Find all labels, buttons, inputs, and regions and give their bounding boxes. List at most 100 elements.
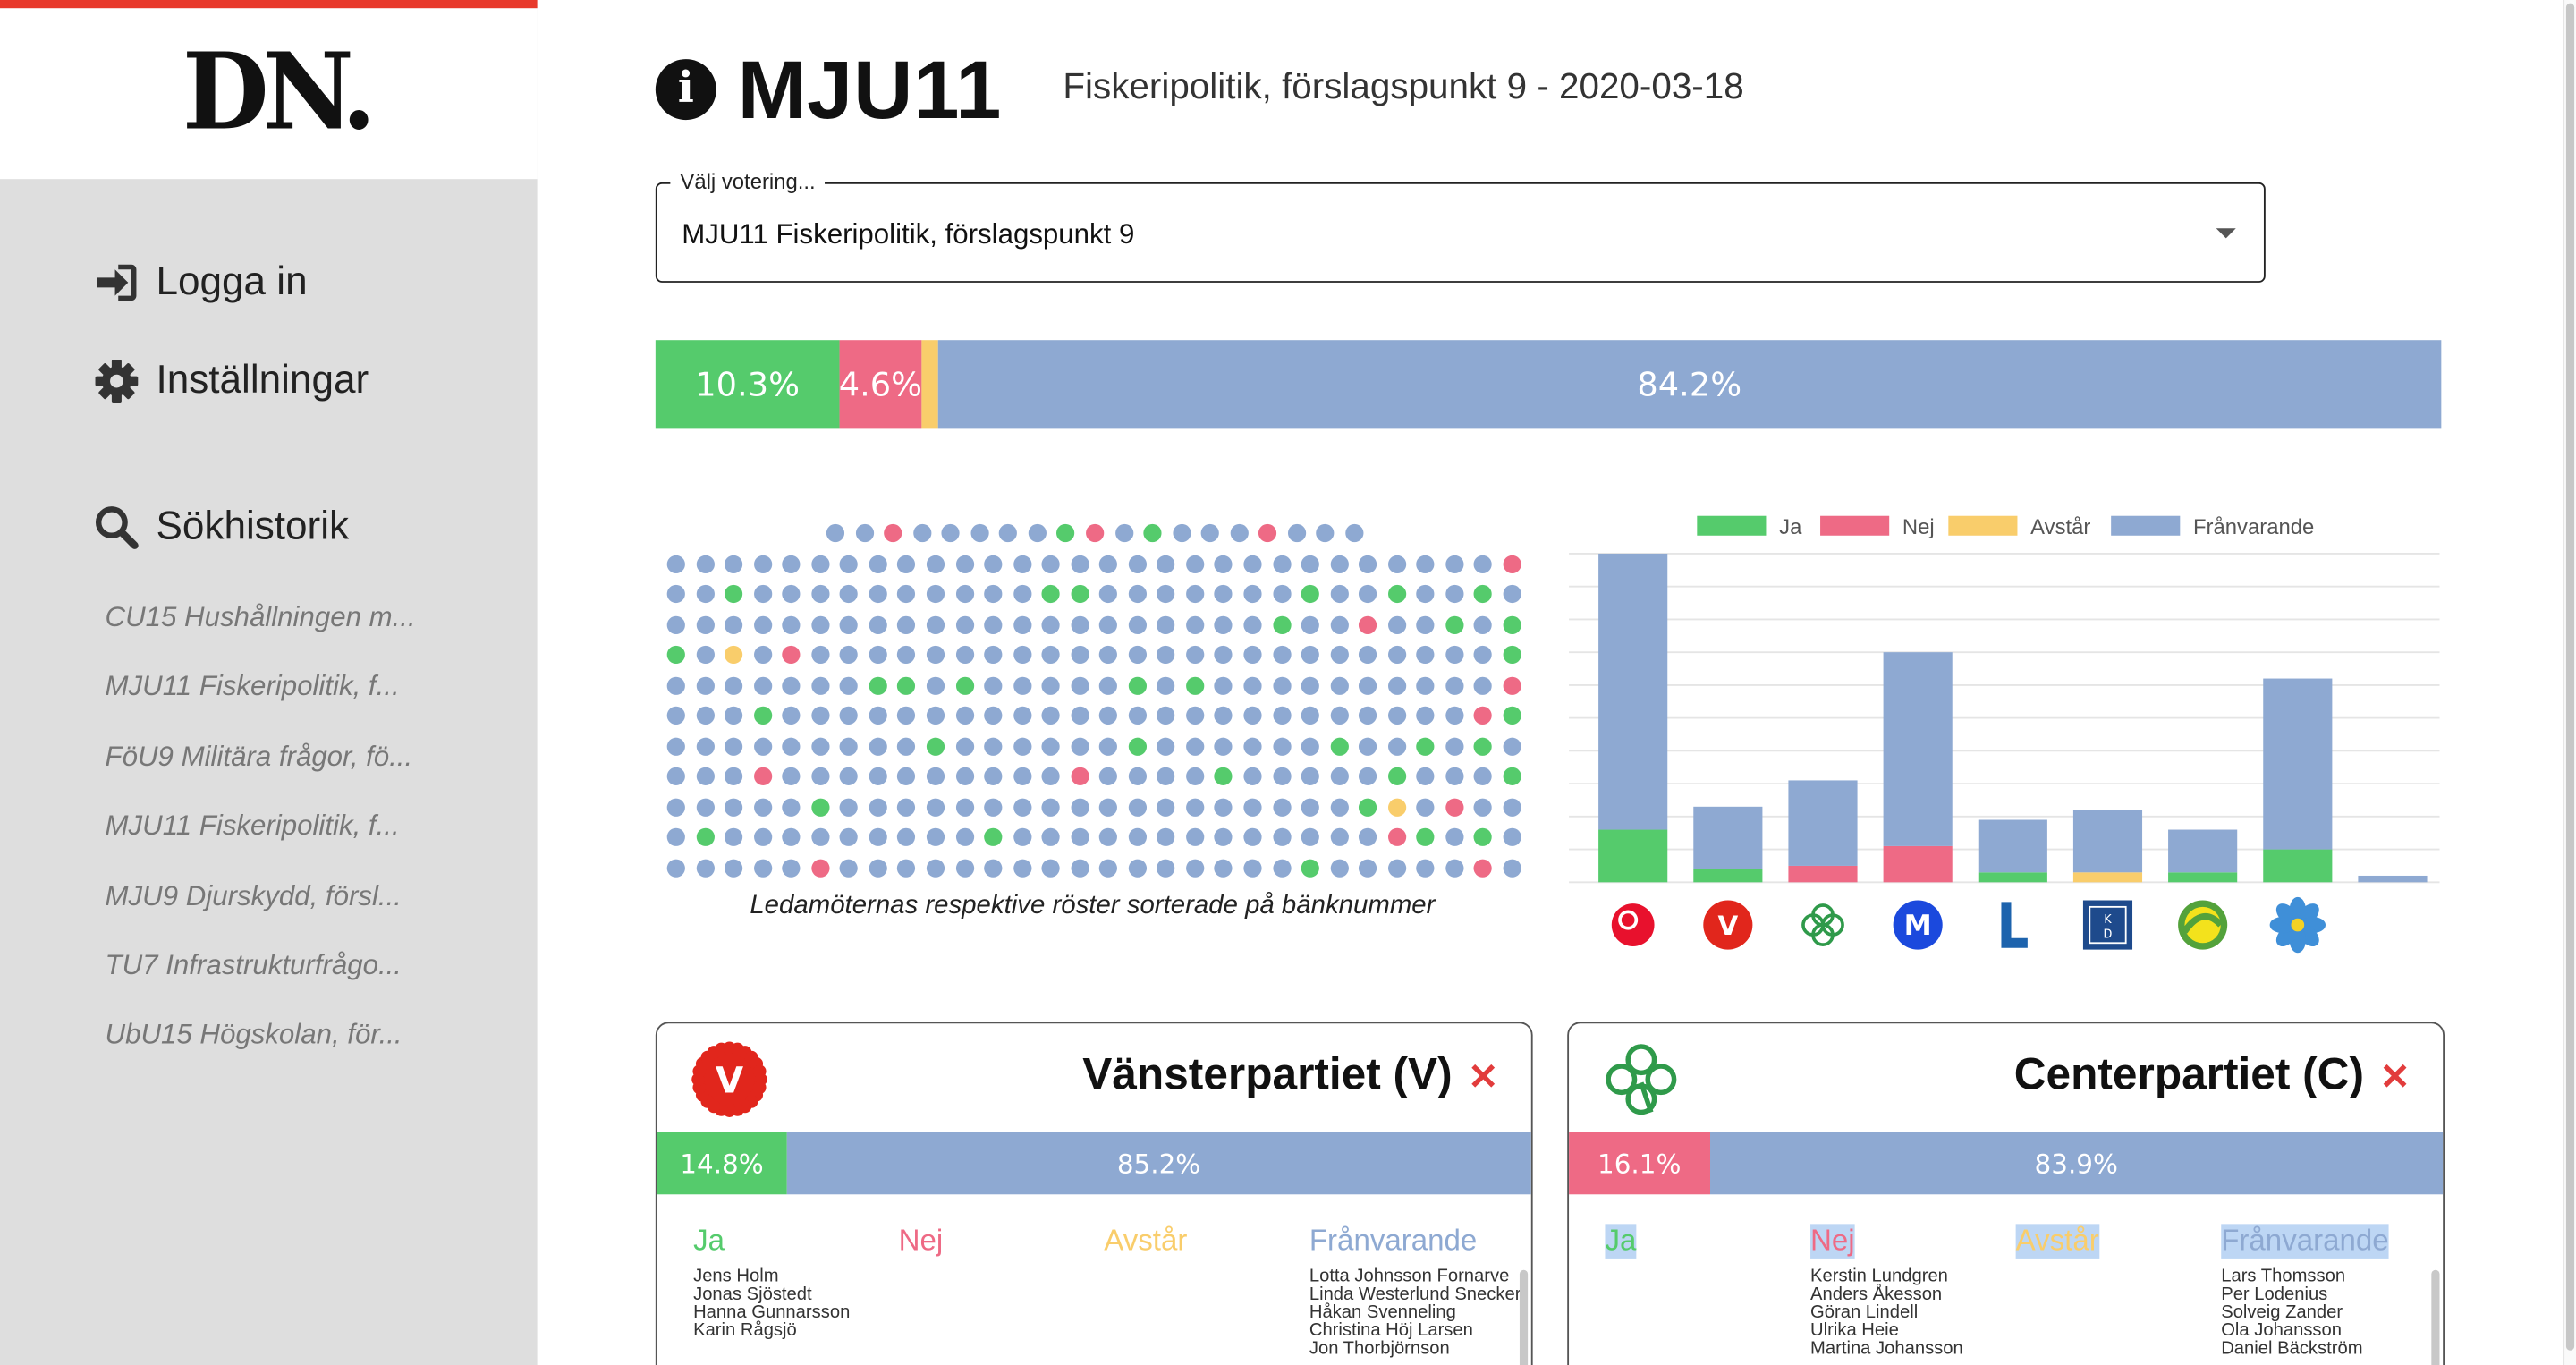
seat-dot[interactable] [1287, 523, 1306, 543]
seat-dot[interactable] [1041, 675, 1060, 695]
seat-dot[interactable] [1099, 645, 1118, 665]
seat-dot[interactable] [1445, 675, 1464, 695]
seat-dot[interactable] [724, 858, 743, 877]
seat-dot[interactable] [1185, 554, 1205, 573]
seat-dot[interactable] [1272, 767, 1291, 785]
chart-bar-segment[interactable] [2168, 829, 2238, 873]
seat-dot[interactable] [1503, 858, 1521, 877]
seat-dot[interactable] [1416, 675, 1435, 695]
chart-bar-segment[interactable] [1598, 829, 1668, 883]
seat-dot[interactable] [1185, 675, 1205, 695]
seat-dot[interactable] [724, 736, 743, 755]
seat-dot[interactable] [1387, 675, 1406, 695]
seat-dot[interactable] [840, 645, 859, 665]
seat-dot[interactable] [1041, 645, 1060, 665]
seat-dot[interactable] [810, 675, 830, 695]
seat-dot[interactable] [1503, 554, 1521, 573]
seat-dot[interactable] [1359, 827, 1377, 846]
seat-dot[interactable] [926, 858, 945, 877]
seat-dot[interactable] [1387, 615, 1406, 634]
seat-dot[interactable] [955, 615, 974, 634]
seat-dot[interactable] [1099, 736, 1118, 755]
seat-dot[interactable] [1070, 675, 1089, 695]
seat-dot[interactable] [695, 767, 715, 785]
seat-dot[interactable] [1387, 797, 1406, 816]
seat-dot[interactable] [955, 645, 974, 665]
seat-dot[interactable] [984, 706, 1003, 725]
seat-dot[interactable] [1445, 827, 1464, 846]
seat-dot[interactable] [1215, 767, 1233, 785]
seat-dot[interactable] [753, 767, 772, 785]
v-party-logo[interactable]: V [1703, 900, 1753, 950]
seat-dot[interactable] [840, 615, 859, 634]
seat-dot[interactable] [955, 797, 974, 816]
seat-dot[interactable] [1503, 706, 1521, 725]
seat-dot[interactable] [1301, 554, 1320, 573]
seat-dot[interactable] [1474, 675, 1493, 695]
seat-dot[interactable] [1272, 645, 1291, 665]
seat-dot[interactable] [1099, 554, 1118, 573]
dn-logo[interactable]: DN. [182, 30, 377, 155]
seat-dot[interactable] [1243, 858, 1262, 877]
c-party-logo[interactable] [1801, 903, 1844, 946]
seat-dot[interactable] [1301, 827, 1320, 846]
seat-dot[interactable] [840, 706, 859, 725]
seat-dot[interactable] [869, 645, 887, 665]
seat-dot[interactable] [1215, 645, 1233, 665]
history-item[interactable]: MJU11 Fiskeripolitik, f... [105, 670, 400, 702]
seat-dot[interactable] [753, 615, 772, 634]
seat-dot[interactable] [1330, 675, 1349, 695]
seat-dot[interactable] [695, 797, 715, 816]
seat-dot[interactable] [782, 554, 801, 573]
seat-dot[interactable] [1215, 736, 1233, 755]
seat-dot[interactable] [1099, 706, 1118, 725]
seat-dot[interactable] [912, 523, 931, 543]
seat-dot[interactable] [897, 736, 916, 755]
seat-dot[interactable] [1330, 554, 1349, 573]
seat-dot[interactable] [926, 584, 945, 604]
seat-dot[interactable] [1387, 767, 1406, 785]
chart-bar-segment[interactable] [1788, 780, 1858, 866]
seat-dot[interactable] [1099, 827, 1118, 846]
seat-dot[interactable] [926, 645, 945, 665]
seat-dot[interactable] [1041, 858, 1060, 877]
seat-dot[interactable] [1272, 827, 1291, 846]
legend-swatch[interactable] [1948, 515, 2018, 536]
seat-dot[interactable] [926, 554, 945, 573]
seat-dot[interactable] [666, 615, 685, 634]
seat-dot[interactable] [970, 523, 989, 543]
seat-dot[interactable] [1114, 523, 1133, 543]
seat-dot[interactable] [1301, 736, 1320, 755]
seat-dot[interactable] [1301, 584, 1320, 604]
seat-dot[interactable] [1013, 827, 1031, 846]
seat-dot[interactable] [897, 554, 916, 573]
seat-dot[interactable] [1474, 767, 1493, 785]
m-party-logo[interactable]: M [1893, 900, 1943, 950]
seat-dot[interactable] [855, 523, 874, 543]
seat-dot[interactable] [1474, 827, 1493, 846]
seat-dot[interactable] [695, 584, 715, 604]
login-link[interactable]: Logga in [94, 259, 308, 305]
seat-dot[interactable] [1041, 767, 1060, 785]
seat-dot[interactable] [724, 645, 743, 665]
seat-dot[interactable] [1070, 615, 1089, 634]
chart-bar-segment[interactable] [1598, 553, 1668, 830]
seat-dot[interactable] [1215, 706, 1233, 725]
seat-dot[interactable] [1503, 736, 1521, 755]
seat-dot[interactable] [1243, 767, 1262, 785]
seat-dot[interactable] [984, 615, 1003, 634]
seat-dot[interactable] [840, 858, 859, 877]
chart-bar-segment[interactable] [2358, 875, 2428, 883]
seat-dot[interactable] [666, 554, 685, 573]
seat-dot[interactable] [869, 584, 887, 604]
seat-dot[interactable] [1359, 554, 1377, 573]
seat-dot[interactable] [782, 706, 801, 725]
seat-dot[interactable] [782, 736, 801, 755]
chart-bar-segment[interactable] [1883, 652, 1953, 846]
seat-dot[interactable] [1272, 736, 1291, 755]
seat-dot[interactable] [695, 675, 715, 695]
seat-dot[interactable] [1243, 797, 1262, 816]
seat-dot[interactable] [1359, 858, 1377, 877]
seat-dot[interactable] [724, 615, 743, 634]
seat-dot[interactable] [1272, 675, 1291, 695]
